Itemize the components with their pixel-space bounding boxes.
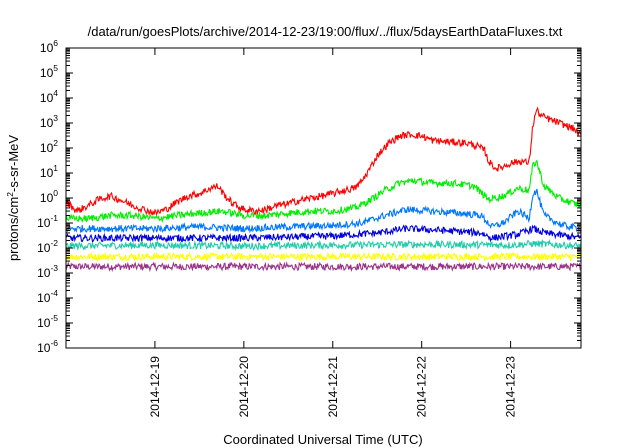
y-tick-label: 105	[40, 63, 58, 80]
y-tick-label: 10-4	[37, 288, 58, 305]
x-tick-label: 2014-12-23	[504, 356, 518, 418]
series-line-6	[66, 251, 581, 263]
y-tick-label: 100	[40, 188, 58, 205]
x-tick-label: 2014-12-22	[415, 356, 429, 418]
series-line-3	[66, 188, 581, 234]
series-line-2	[66, 159, 581, 224]
y-tick-label: 106	[40, 38, 58, 55]
x-tick-label: 2014-12-20	[237, 356, 251, 418]
series-line-7	[66, 261, 581, 273]
y-tick-label: 103	[40, 113, 58, 130]
series-line-5	[66, 238, 581, 251]
y-tick-label: 10-5	[37, 313, 58, 330]
y-tick-label: 102	[40, 138, 58, 155]
y-axis-label: protons/cm2-s-sr-MeV	[5, 135, 21, 261]
x-tick-label: 2014-12-19	[148, 356, 162, 418]
plot-area	[66, 106, 581, 273]
y-tick-label: 10-6	[37, 338, 58, 355]
x-axis: 2014-12-19 2014-12-20 2014-12-21 2014-12-22…	[148, 48, 518, 417]
chart-title: /data/run/goesPlots/archive/2014-12-23/1…	[88, 24, 563, 39]
y-tick-label: 10-1	[37, 213, 58, 230]
x-tick-label: 2014-12-21	[326, 356, 340, 418]
y-tick-label: 104	[40, 88, 58, 105]
series-line-4	[66, 224, 581, 244]
x-axis-label: Coordinated Universal Time (UTC)	[223, 432, 422, 447]
y-tick-label: 10-3	[37, 263, 58, 280]
series-line-1	[66, 106, 581, 217]
y-axis: 10-6 10-5 10-4 10-3 10-2 10-1 100 101 102 103 104 1…	[37, 38, 581, 355]
y-tick-label: 101	[40, 163, 58, 180]
y-tick-label: 10-2	[37, 238, 58, 255]
